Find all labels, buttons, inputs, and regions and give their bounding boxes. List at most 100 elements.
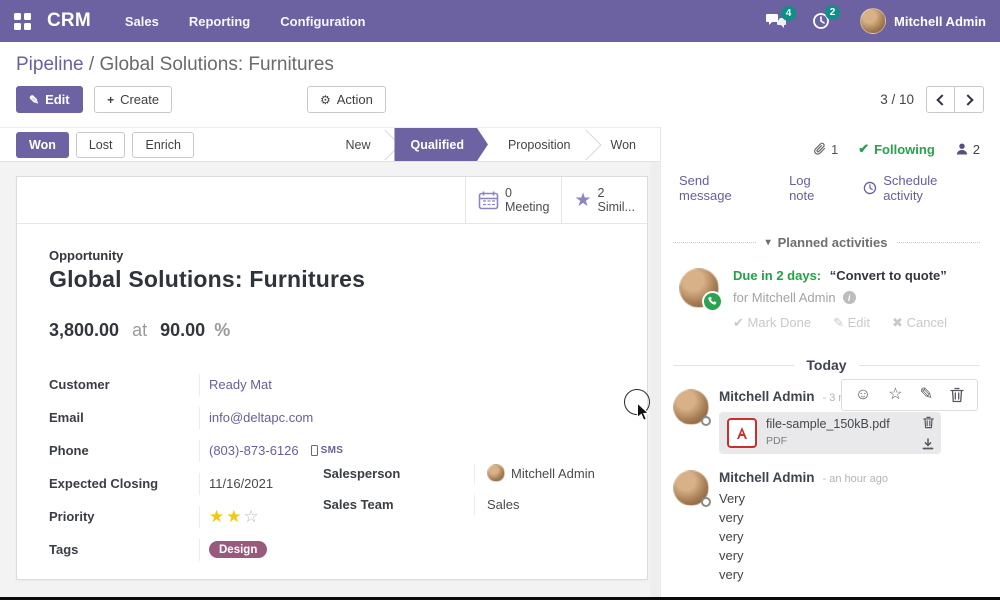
delete-attachment-icon[interactable]: [922, 416, 934, 429]
download-attachment-icon[interactable]: [922, 438, 934, 450]
expected-closing-value: 11/16/2021: [209, 476, 274, 491]
salesperson-value[interactable]: Mitchell Admin: [511, 466, 595, 481]
similar-label: Simil...: [597, 200, 636, 214]
phone-activity-badge-icon: [702, 291, 723, 312]
pager-previous-button[interactable]: [926, 86, 955, 113]
stage-pipeline: New Qualified Proposition Won: [325, 128, 656, 161]
messages-badge: 4: [781, 6, 797, 21]
priority-stars[interactable]: ★★ ☆: [199, 505, 369, 528]
expected-revenue: 3,800.00: [49, 320, 120, 340]
control-panel: Pipeline / Global Solutions: Furnitures …: [0, 42, 1000, 127]
sales-team-label: Sales Team: [323, 497, 394, 512]
chatter-panel: 1 ✔ Following 2 Send message Log note: [660, 127, 1000, 597]
action-button[interactable]: ⚙ Action: [307, 86, 386, 113]
meetings-stat-button[interactable]: 0 Meeting: [464, 177, 561, 223]
message-author[interactable]: Mitchell Admin: [719, 389, 815, 404]
similar-count: 2: [597, 186, 605, 200]
plus-icon: +: [107, 92, 115, 107]
opportunity-title: Global Solutions: Furnitures: [49, 266, 366, 292]
activity-due-text: Due in 2 days:: [733, 268, 822, 283]
send-message-tab[interactable]: Send message: [679, 173, 732, 203]
following-button[interactable]: ✔ Following: [858, 141, 935, 157]
attachment-type: PDF: [766, 435, 787, 447]
mobile-phone-icon: [310, 445, 318, 456]
mark-done-button[interactable]: ✔ Mark Done: [733, 315, 812, 330]
user-name[interactable]: Mitchell Admin: [894, 13, 986, 29]
attachments-button[interactable]: 1: [813, 142, 838, 157]
sms-button[interactable]: SMS: [310, 445, 344, 456]
pager-next-button[interactable]: [955, 86, 984, 113]
user-avatar[interactable]: [860, 8, 887, 34]
phone-value[interactable]: (803)-873-6126: [209, 443, 299, 458]
recording-progress-bar: [0, 597, 1000, 600]
stage-qualified[interactable]: Qualified: [394, 128, 487, 161]
followers-button[interactable]: 2: [955, 142, 980, 157]
lost-button[interactable]: Lost: [75, 131, 126, 158]
chevron-right-icon: [961, 93, 974, 106]
breadcrumb-separator: /: [88, 54, 100, 75]
breadcrumb: Pipeline / Global Solutions: Furnitures: [16, 54, 984, 76]
check-icon: ✔: [858, 141, 870, 156]
breadcrumb-pipeline[interactable]: Pipeline: [16, 54, 84, 75]
chevron-down-icon: ▾: [765, 237, 771, 248]
apps-grid-icon[interactable]: [14, 12, 31, 30]
menu-reporting[interactable]: Reporting: [188, 13, 251, 29]
message-body: Very very very very very: [719, 491, 746, 582]
toggle-star-icon[interactable]: ☆: [888, 386, 903, 403]
star-filled-icon[interactable]: ★★: [209, 506, 244, 526]
stage-proposition[interactable]: Proposition: [488, 128, 591, 161]
attachments-count: 1: [830, 141, 839, 157]
menu-sales[interactable]: Sales: [124, 13, 159, 29]
email-value[interactable]: info@deltapc.com: [209, 410, 314, 425]
at-word: at: [132, 320, 148, 340]
delete-message-icon[interactable]: [950, 387, 964, 403]
won-button[interactable]: Won: [16, 131, 69, 158]
field-group: Customer Ready Mat Email info@deltapc.co…: [49, 368, 647, 566]
enrich-button[interactable]: Enrich: [132, 131, 194, 158]
percent-sign: %: [214, 320, 231, 340]
planned-activities-toggle[interactable]: ▾ Planned activities: [765, 235, 888, 250]
activity-assignee: for Mitchell Admin: [733, 290, 836, 305]
tag-design[interactable]: Design: [209, 541, 268, 558]
info-icon: i: [842, 291, 856, 304]
menu-configuration[interactable]: Configuration: [280, 13, 366, 29]
stage-new[interactable]: New: [325, 128, 390, 161]
gear-icon: ⚙: [320, 92, 331, 107]
top-navbar: CRM Sales Reporting Configuration 4 2 Mi…: [0, 0, 1000, 42]
customer-label: Customer: [49, 377, 110, 392]
create-button[interactable]: + Create: [94, 86, 173, 113]
customer-value[interactable]: Ready Mat: [209, 377, 272, 392]
edit-message-icon[interactable]: ✎: [919, 386, 933, 403]
activity-avatar: [679, 268, 719, 308]
stage-won[interactable]: Won: [610, 137, 636, 152]
messages-icon[interactable]: 4: [766, 6, 797, 29]
salesperson-label: Salesperson: [323, 466, 401, 481]
star-empty-icon[interactable]: ☆: [243, 506, 261, 526]
similar-leads-stat-button[interactable]: ★ 2 Simil...: [561, 177, 647, 223]
activities-icon[interactable]: 2: [812, 5, 841, 30]
message-time: - an hour ago: [822, 473, 888, 485]
activity-edit-button[interactable]: ✎ Edit: [833, 315, 871, 330]
add-reaction-icon[interactable]: ☺: [854, 386, 872, 403]
field-group-right: Salesperson Mitchell Admin Sales Team Sa…: [323, 464, 639, 515]
log-note-tab[interactable]: Log note: [789, 173, 815, 203]
meetings-label: Meeting: [504, 200, 550, 214]
schedule-activity-tab[interactable]: Schedule activity: [863, 173, 980, 203]
planned-activity-item: Due in 2 days: “Convert to quote” for Mi…: [673, 268, 980, 331]
sales-team-value[interactable]: Sales: [487, 497, 520, 512]
chevron-left-icon: [936, 93, 948, 106]
app-brand[interactable]: CRM: [47, 10, 91, 31]
form-sheet: 0 Meeting ★ 2 Simil...: [16, 176, 648, 580]
message-author[interactable]: Mitchell Admin: [719, 470, 815, 485]
edit-button[interactable]: ✎ Edit: [16, 86, 83, 113]
activity-cancel-button[interactable]: ✖ Cancel: [892, 315, 948, 330]
planned-activities-header: ▾ Planned activities: [673, 235, 981, 250]
person-icon: [956, 143, 967, 155]
form-scrollbar[interactable]: [650, 162, 659, 597]
pencil-icon: ✎: [29, 92, 40, 107]
record-type-label: Opportunity: [49, 248, 124, 263]
attachment-card[interactable]: file-sample_150kB.pdf PDF: [719, 412, 941, 454]
stat-button-row: 0 Meeting ★ 2 Simil...: [17, 177, 647, 224]
today-divider: Today: [673, 357, 981, 373]
